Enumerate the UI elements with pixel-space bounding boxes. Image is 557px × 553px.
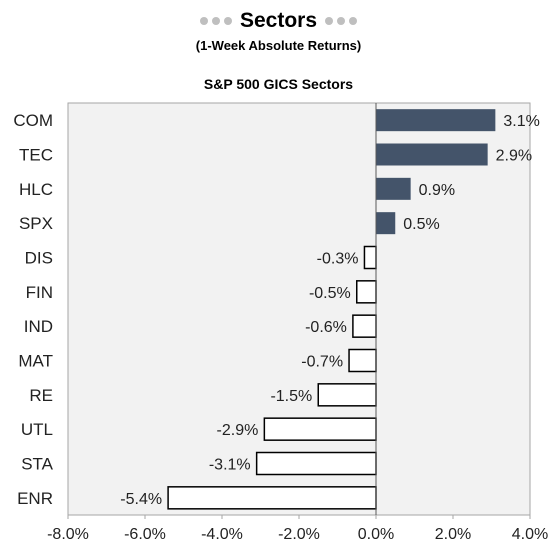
category-label-mat: MAT: [18, 352, 53, 371]
chart-title: S&P 500 GICS Sectors: [203, 76, 354, 92]
value-label-com: 3.1%: [503, 113, 539, 130]
category-label-re: RE: [29, 386, 53, 405]
category-label-spx: SPX: [19, 214, 53, 233]
right-dots-decoration: [325, 17, 358, 25]
x-tick-label: 4.0%: [512, 526, 548, 543]
page-title: Sectors: [239, 9, 318, 32]
bar-com: [376, 109, 496, 132]
category-label-ind: IND: [24, 317, 53, 336]
bar-spx: [376, 212, 396, 235]
dot-icon: [199, 17, 208, 25]
bar-hlc: [376, 177, 411, 200]
dot-icon: [211, 17, 220, 25]
bar-tec: [376, 143, 488, 166]
value-label-hlc: 0.9%: [419, 182, 455, 199]
category-label-utl: UTL: [21, 420, 53, 439]
category-label-fin: FIN: [26, 283, 53, 302]
bar-sta: [255, 451, 377, 476]
x-tick-label: 0.0%: [358, 526, 394, 543]
value-label-tec: 2.9%: [496, 148, 532, 165]
dot-icon: [337, 17, 346, 25]
category-label-dis: DIS: [25, 249, 53, 268]
dot-icon: [349, 17, 358, 25]
bar-fin: [356, 280, 377, 304]
value-label-re: -1.5%: [270, 388, 312, 405]
value-label-mat: -0.7%: [301, 354, 343, 371]
value-label-dis: -0.3%: [317, 251, 359, 268]
category-label-enr: ENR: [17, 489, 53, 508]
page-subtitle: (1-Week Absolute Returns): [195, 38, 362, 53]
bar-utl: [263, 417, 377, 441]
value-label-sta: -3.1%: [209, 457, 251, 474]
category-label-tec: TEC: [19, 146, 53, 165]
bar-ind: [352, 314, 377, 338]
bar-mat: [348, 348, 377, 373]
value-label-utl: -2.9%: [217, 422, 259, 439]
value-label-enr: -5.4%: [120, 491, 162, 508]
x-tick-label: -4.0%: [201, 526, 243, 543]
header: Sectors: [0, 6, 557, 36]
x-tick-label: -6.0%: [124, 526, 166, 543]
value-label-ind: -0.6%: [305, 319, 347, 336]
bar-enr: [167, 486, 377, 510]
left-dots-decoration: [199, 17, 232, 25]
value-label-fin: -0.5%: [309, 285, 351, 302]
category-label-com: COM: [13, 111, 53, 130]
dot-icon: [325, 17, 334, 25]
bar-re: [317, 383, 377, 407]
category-label-sta: STA: [21, 455, 53, 474]
bar-dis: [363, 245, 377, 270]
x-tick-label: -8.0%: [47, 526, 89, 543]
x-tick-label: 2.0%: [435, 526, 471, 543]
dot-icon: [223, 17, 232, 25]
value-label-spx: 0.5%: [403, 216, 439, 233]
category-label-hlc: HLC: [19, 180, 53, 199]
x-tick-label: -2.0%: [278, 526, 320, 543]
